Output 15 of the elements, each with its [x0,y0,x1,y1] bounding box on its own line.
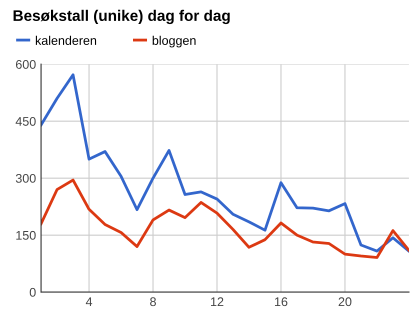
y-tick-label: 600 [16,60,36,69]
y-tick-label: 150 [16,230,36,240]
x-tick-label: 16 [274,297,288,306]
chart-title: Besøkstall (unike) dag for dag [14,10,230,24]
y-tick-label: 450 [16,116,36,126]
y-tick-label: 300 [16,174,36,183]
line-series [41,178,409,259]
x-tick-label: 4 [86,297,92,306]
x-tick-label: 20 [338,297,352,306]
x-tick-label: 8 [150,297,156,306]
legend-label: kalenderen [36,36,96,45]
legend-label: bloggen [152,36,196,48]
line-series [41,73,409,252]
y-tick-label: 0 [30,288,36,297]
x-tick-label: 12 [211,297,224,306]
